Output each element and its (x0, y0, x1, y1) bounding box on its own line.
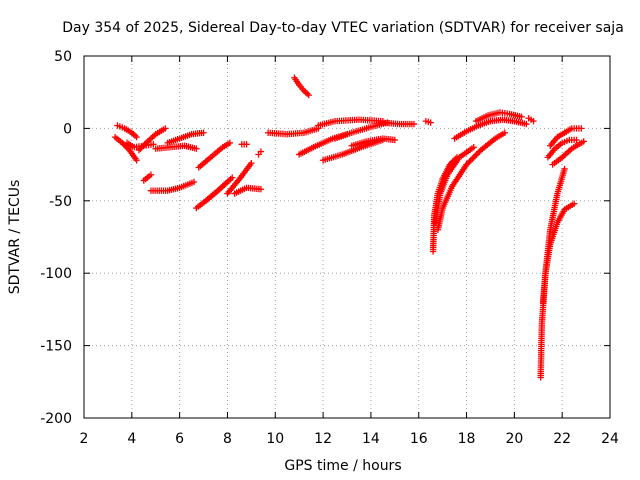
data-point (463, 161, 470, 168)
y-tick-label: -200 (40, 411, 72, 427)
data-series-arc-22 (348, 135, 399, 149)
data-point (248, 159, 255, 167)
data-point (410, 120, 418, 128)
data-point (147, 171, 155, 178)
data-point (193, 145, 200, 152)
data-series-arc-13 (231, 184, 265, 197)
y-tick-labels: 50 0 -50 -100 -150 -200 (40, 49, 72, 427)
x-tick-labels: 2 4 6 8 10 12 14 16 18 20 22 24 (80, 431, 619, 447)
data-point (229, 174, 236, 181)
data-series-arc-7 (152, 142, 200, 152)
y-tick-label: 0 (63, 121, 72, 137)
data-series-arc-26 (432, 144, 477, 226)
x-tick-label: 8 (223, 431, 232, 447)
data-series-arc-19 (315, 116, 387, 129)
data-point (391, 136, 399, 144)
data-series-arc-15 (255, 148, 265, 158)
data-point (578, 125, 585, 132)
data-point (150, 141, 157, 148)
data-series-arc-17 (291, 74, 312, 99)
data-point-fill (467, 157, 475, 164)
data-point (580, 138, 587, 145)
x-tick-label: 20 (505, 431, 523, 447)
x-tick-label: 22 (553, 431, 571, 447)
y-axis-label: SDTVAR / TECUs (7, 180, 23, 295)
y-tick-label: 50 (54, 49, 72, 65)
x-tick-label: 18 (458, 431, 476, 447)
data-series-arc-28 (451, 116, 530, 142)
data-series-arc-32 (539, 200, 578, 306)
data-point (162, 125, 169, 132)
data-point-fill (138, 144, 146, 151)
x-tick-label: 24 (601, 431, 619, 447)
x-tick-label: 10 (266, 431, 284, 447)
data-series-arc-14 (238, 141, 250, 148)
data-point-fill (137, 145, 144, 152)
data-point-fill (474, 149, 482, 157)
data-series-arc-34 (547, 125, 585, 149)
data-point-fill (473, 151, 480, 158)
data-point (523, 120, 530, 128)
data-point-fill (140, 142, 147, 149)
data-point (561, 165, 568, 173)
data-point-fill (469, 155, 476, 163)
x-tick-label: 4 (127, 431, 136, 447)
data-point (257, 186, 265, 193)
data-point (573, 136, 580, 144)
x-axis-label: GPS time / hours (284, 458, 401, 474)
data-point (226, 139, 234, 147)
x-tick-label: 2 (80, 431, 89, 447)
y-tick-label: -150 (40, 339, 72, 355)
data-point-fill (464, 159, 472, 167)
x-tick-label: 14 (362, 431, 380, 447)
data-point (133, 157, 140, 164)
data-point (224, 178, 231, 186)
data-series-arc-16 (264, 125, 322, 138)
data-series-arc-27 (434, 129, 508, 233)
axis-ticks (83, 55, 611, 419)
data-point (305, 91, 312, 99)
data-series-arc-4 (135, 125, 169, 154)
chart-title: Day 354 of 2025, Sidereal Day-to-day VTE… (62, 20, 624, 36)
data-series-arc-24 (422, 117, 434, 126)
data-series-arc-11 (202, 178, 231, 204)
data-marks (111, 74, 587, 381)
data-series-arc-29 (472, 109, 525, 125)
data-point (257, 148, 265, 155)
data-series-arc-12 (224, 159, 255, 197)
y-tick-label: -50 (49, 194, 72, 210)
data-point-fill (471, 152, 479, 160)
data-point (470, 144, 477, 151)
data-point-fill (466, 158, 473, 165)
data-series-arc-10 (195, 139, 234, 171)
data-point (135, 146, 143, 154)
data-series-arc-35 (549, 138, 587, 168)
data-series-arc-33 (544, 136, 580, 161)
data-series-arc-30 (525, 115, 537, 125)
data-point-fill (141, 141, 148, 148)
data-point (133, 133, 140, 141)
x-tick-label: 12 (314, 431, 332, 447)
data-point (190, 178, 198, 186)
data-point-fill (470, 154, 477, 161)
data-point (518, 113, 525, 121)
data-point (530, 117, 537, 125)
grid (84, 56, 610, 418)
plot-frame (83, 55, 611, 419)
data-series-arc-8 (164, 129, 207, 147)
data-point (570, 200, 578, 207)
data-series-arc-2 (114, 122, 140, 141)
data-point (501, 129, 508, 136)
data-series-arc-6 (147, 178, 198, 194)
data-point (427, 119, 434, 126)
data-point (243, 141, 250, 148)
x-tick-label: 16 (410, 431, 428, 447)
data-series-arc-5 (140, 171, 155, 184)
data-point (200, 129, 207, 136)
data-series-arc-23 (379, 119, 418, 128)
y-tick-label: -100 (40, 266, 72, 282)
x-tick-label: 6 (175, 431, 184, 447)
